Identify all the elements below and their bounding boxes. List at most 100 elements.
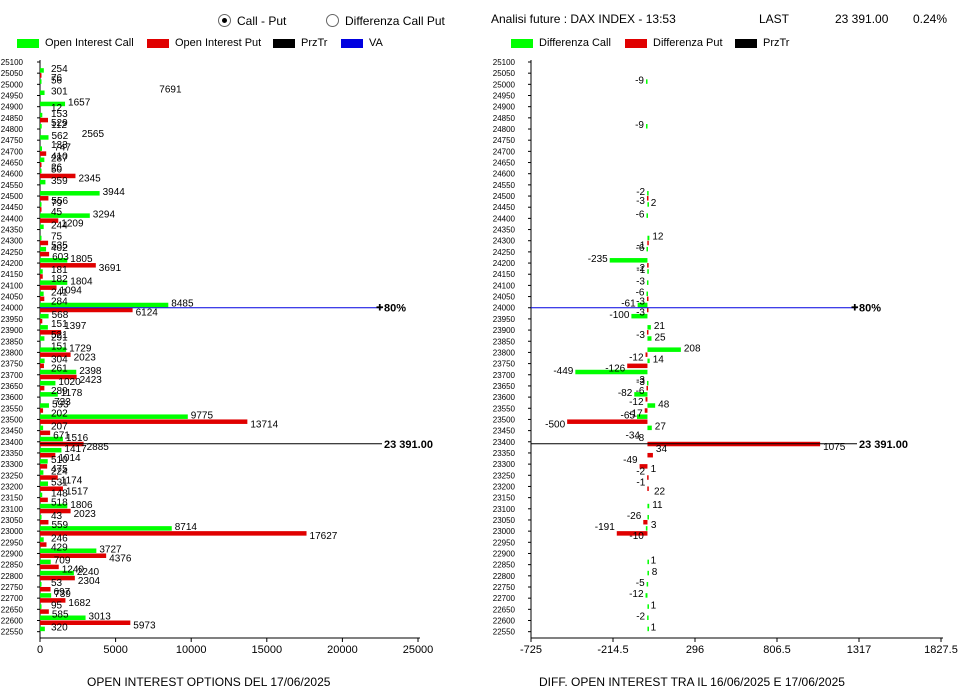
oi-va-arrow: ✚	[376, 303, 384, 313]
oi-data-label: 1417	[64, 444, 87, 455]
diff-y-tick-label: 24150	[493, 270, 516, 279]
diff-data-label: -3	[636, 308, 645, 319]
oi-y-tick-label: 23800	[1, 348, 24, 357]
oi-y-tick-label: 23700	[1, 371, 24, 380]
diff-bar-call	[647, 202, 649, 207]
oi-data-label: 12	[51, 103, 63, 114]
oi-data-label: 1729	[69, 343, 92, 354]
diff-y-tick-label: 24350	[493, 226, 516, 235]
oi-y-tick-label: 22800	[1, 572, 24, 581]
legend-left-item-3: VA	[341, 37, 383, 49]
oi-x-tick-label: 0	[37, 644, 43, 656]
oi-bar-put	[40, 408, 44, 413]
oi-data-label: 529	[51, 118, 68, 129]
diff-y-tick-label: 22650	[493, 605, 516, 614]
legend-label: Differenza Put	[653, 37, 723, 49]
oi-y-tick-label: 24150	[1, 270, 24, 279]
oi-data-label: 1174	[61, 475, 83, 486]
radio-diff[interactable]: Differenza Call Put	[326, 14, 445, 28]
diff-data-label: -6	[636, 209, 645, 220]
diff-y-tick-label: 24300	[493, 237, 516, 246]
diff-bar-put	[627, 363, 648, 369]
diff-bar-put	[647, 486, 649, 491]
oi-bar-put	[40, 162, 42, 168]
oi-bar-call	[40, 101, 66, 107]
oi-data-label: 518	[51, 498, 68, 509]
oi-bar-call	[40, 135, 49, 140]
oi-data-label: 8485	[171, 299, 194, 310]
diff-y-tick-label: 24900	[493, 103, 516, 112]
diff-bar-put	[567, 419, 648, 424]
diff-data-label: -2	[636, 612, 645, 623]
oi-data-label: 556	[51, 196, 68, 207]
oi-data-label: 8714	[175, 522, 198, 533]
oi-bar-call	[40, 235, 42, 241]
oi-data-label: 709	[54, 556, 71, 567]
oi-data-label: 284	[51, 297, 68, 308]
oi-bar-call	[40, 380, 56, 386]
oi-data-label: 182	[51, 274, 68, 285]
diff-data-label: -12	[629, 352, 644, 363]
oi-bar-put	[40, 486, 63, 491]
oi-bar-put	[40, 586, 51, 592]
oi-bar-put	[40, 564, 59, 570]
oi-bar-call	[40, 559, 51, 565]
oi-data-label: 562	[51, 131, 68, 142]
diff-y-tick-label: 24750	[493, 136, 516, 145]
diff-data-label: 48	[658, 399, 670, 410]
oi-data-label: 733	[54, 397, 71, 408]
diff-y-tick-label: 23850	[493, 337, 516, 346]
oi-data-label: 2023	[74, 352, 97, 363]
oi-line-label-prztr: 23 391.00	[384, 439, 433, 451]
oi-bar-put	[40, 285, 57, 290]
diff-data-label: -3	[636, 375, 645, 386]
oi-data-label: 112	[51, 120, 67, 131]
oi-data-label: 585	[52, 609, 69, 620]
oi-data-label: 95	[51, 600, 63, 611]
radio-selected-icon	[218, 14, 231, 27]
diff-y-tick-label: 23000	[493, 527, 516, 536]
radio-call-put[interactable]: Call - Put	[218, 14, 286, 28]
oi-y-tick-label: 23500	[1, 415, 24, 424]
diff-bar-call	[637, 414, 648, 419]
oi-data-label: 289	[51, 386, 68, 397]
oi-bar-call	[40, 492, 43, 498]
legend-swatch	[147, 38, 169, 48]
oi-y-tick-label: 23300	[1, 460, 24, 469]
diff-y-tick-label: 23350	[493, 449, 516, 458]
oi-data-label: 17627	[310, 531, 338, 542]
oi-bar-call	[40, 157, 45, 163]
diff-bar-put	[643, 519, 648, 525]
oi-y-tick-label: 23450	[1, 427, 24, 436]
diff-data-label: 21	[654, 321, 666, 332]
oi-data-label: 148	[51, 489, 68, 500]
diff-bar-call	[646, 291, 648, 297]
diff-data-label: -3	[636, 196, 645, 207]
oi-data-label: 5973	[133, 621, 156, 632]
oi-data-label: 1806	[70, 500, 93, 511]
diff-bar-put	[645, 397, 648, 402]
oi-data-label: 531	[51, 477, 68, 488]
oi-x-tick-label: 20000	[327, 644, 358, 656]
oi-y-tick-label: 24250	[1, 248, 24, 257]
oi-data-label: 7691	[159, 84, 182, 95]
diff-data-label: -34	[626, 431, 641, 442]
oi-data-label: 3013	[89, 612, 112, 623]
oi-bar-call	[40, 68, 44, 73]
oi-y-tick-label: 24050	[1, 293, 24, 302]
oi-data-label: 747	[54, 142, 71, 153]
diff-y-tick-label: 24950	[493, 92, 516, 101]
oi-bar-put	[40, 475, 58, 480]
oi-data-label: 76	[51, 73, 63, 84]
oi-bar-call	[40, 414, 188, 419]
diff-bar-put	[646, 196, 649, 201]
oi-data-label: 291	[51, 332, 68, 343]
oi-y-tick-label: 23250	[1, 471, 24, 480]
oi-y-tick-label: 24850	[1, 114, 24, 123]
oi-data-label: 43	[51, 511, 63, 522]
diff-bar-call	[646, 581, 649, 587]
oi-bar-put	[40, 464, 48, 469]
oi-data-label: 1517	[66, 486, 89, 497]
oi-y-tick-label: 22750	[1, 583, 24, 592]
diff-bar-call	[647, 269, 649, 274]
